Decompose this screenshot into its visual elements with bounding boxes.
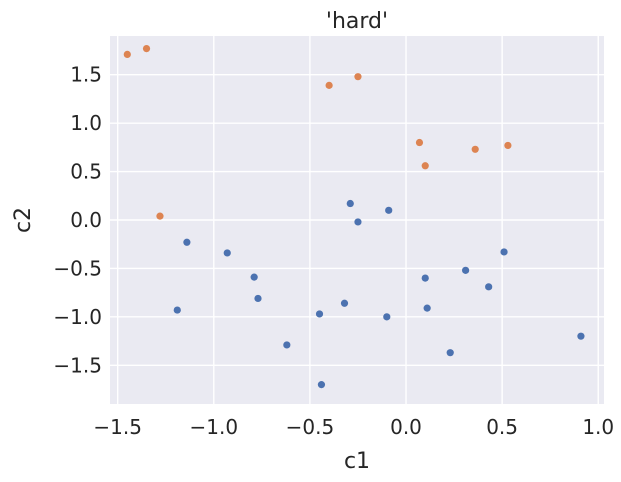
x-axis-label: c1 xyxy=(344,449,370,474)
y-tick-label: 0.5 xyxy=(70,160,102,184)
data-point xyxy=(183,238,191,246)
y-tick-label: −0.5 xyxy=(53,256,102,280)
data-point xyxy=(485,283,493,291)
data-point xyxy=(250,273,258,281)
data-point xyxy=(315,310,324,318)
y-tick-label: 1.5 xyxy=(70,63,102,87)
x-tick-labels: −1.5 −1.0 −0.5 0.0 0.5 1.0 xyxy=(93,415,614,439)
data-point xyxy=(421,162,429,170)
data-point xyxy=(423,304,431,312)
data-point xyxy=(142,44,151,53)
data-point xyxy=(173,306,181,314)
data-point xyxy=(254,294,262,303)
data-point xyxy=(462,266,470,274)
data-point xyxy=(504,141,512,150)
data-point xyxy=(156,212,164,220)
x-tick-label: 1.0 xyxy=(582,415,614,439)
y-axis-label: c2 xyxy=(11,207,36,233)
data-point xyxy=(421,274,429,282)
data-point xyxy=(123,50,131,59)
data-point xyxy=(223,249,231,257)
x-tick-label: −0.5 xyxy=(286,415,335,439)
y-tick-labels: −1.5 −1.0 −0.5 0.0 0.5 1.0 1.5 xyxy=(53,63,102,378)
y-tick-label: 1.0 xyxy=(70,111,102,135)
x-tick-label: −1.5 xyxy=(93,415,142,439)
data-point xyxy=(385,206,393,214)
data-point xyxy=(415,138,424,147)
data-point xyxy=(354,218,362,226)
x-tick-label: 0.5 xyxy=(486,415,518,439)
y-tick-label: −1.0 xyxy=(53,305,102,329)
chart-title: 'hard' xyxy=(326,9,388,34)
y-tick-label: 0.0 xyxy=(70,208,102,232)
data-point xyxy=(446,349,454,357)
x-tick-label: 0.0 xyxy=(390,415,422,439)
data-point xyxy=(577,332,585,340)
data-point xyxy=(346,199,354,208)
data-point xyxy=(354,73,362,81)
data-point xyxy=(383,313,391,321)
y-tick-label: −1.5 xyxy=(53,353,102,377)
x-tick-label: −1.0 xyxy=(190,415,239,439)
data-point xyxy=(325,81,333,89)
data-point xyxy=(340,299,349,307)
data-point xyxy=(283,341,291,349)
data-point xyxy=(471,145,479,153)
data-point xyxy=(317,381,326,389)
data-points xyxy=(123,44,585,389)
data-point xyxy=(500,248,508,256)
